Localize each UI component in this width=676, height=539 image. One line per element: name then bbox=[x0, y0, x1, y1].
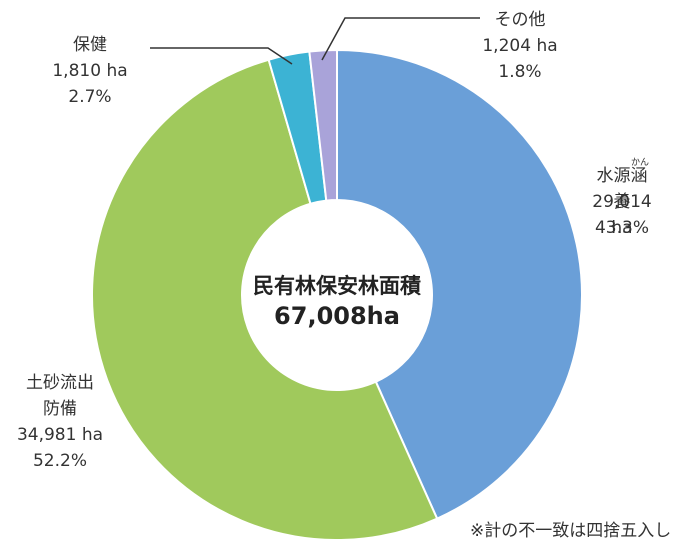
area-label: 1,204 ha bbox=[482, 36, 558, 56]
center-value: 67,008ha bbox=[274, 302, 400, 330]
category-label: 水源涵養 bbox=[596, 166, 648, 212]
area-label: 34,981 ha bbox=[16, 425, 104, 445]
footnote: ※計の不一致は四捨五入し bbox=[470, 521, 672, 539]
value-label: 1.8% bbox=[498, 62, 542, 82]
donut-segment bbox=[336, 48, 583, 520]
donut-segment bbox=[91, 58, 439, 539]
furigana: かん bbox=[630, 158, 650, 168]
category-label: 土砂流出 防備 bbox=[26, 373, 94, 419]
category-label: その他 bbox=[494, 10, 546, 30]
value-label: 52.2% bbox=[32, 451, 88, 471]
donut-segment bbox=[308, 48, 338, 202]
area-label: 1,810 ha bbox=[52, 61, 128, 81]
area-label: 29,014 ha bbox=[592, 192, 652, 238]
category-label: 保健 bbox=[73, 35, 107, 55]
leader-line bbox=[150, 47, 293, 65]
value-label: 2.7% bbox=[68, 87, 112, 107]
center-title: 民有林保安林面積 bbox=[253, 274, 421, 298]
value-label: 43.3% bbox=[594, 218, 650, 238]
leader-line bbox=[321, 17, 480, 61]
